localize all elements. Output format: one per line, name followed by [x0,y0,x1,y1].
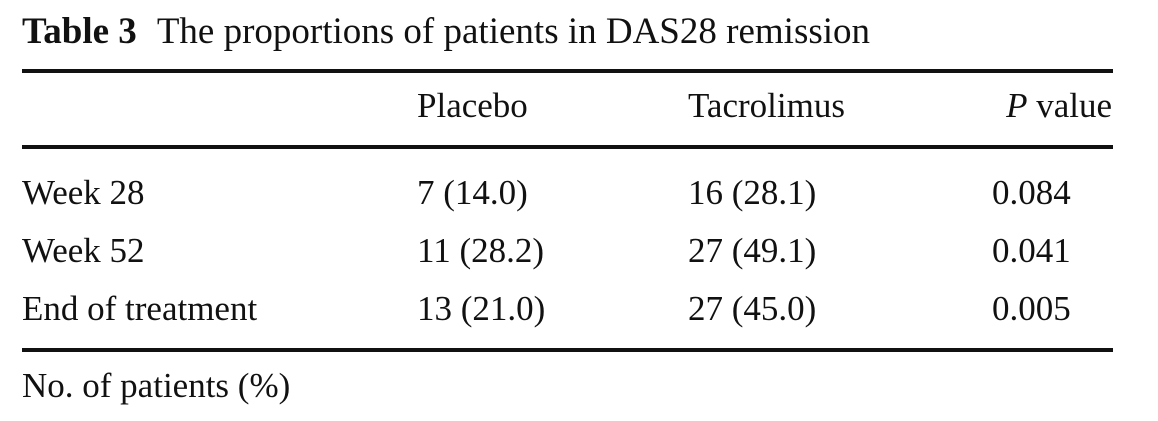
tacrolimus-cell: 27 (45.0) [688,289,817,328]
header-value-word: value [1036,86,1112,125]
placebo-cell: 7 (14.0) [417,173,528,212]
row-label: Week 28 [22,173,145,212]
header-p-letter: P [1006,86,1028,125]
placebo-cell: 11 (28.2) [417,231,545,270]
table-caption: Table 3 The proportions of patients in DA… [22,8,870,56]
bottom-rule [22,348,1113,352]
table-label: Table 3 [22,11,137,52]
table-footnote: No. of patients (%) [22,366,291,405]
p-value-cell: 0.041 [992,231,1071,270]
top-rule [22,69,1113,73]
table-title: The proportions of patients in DAS28 rem… [156,11,871,52]
header-rule [22,145,1113,149]
placebo-cell: 13 (21.0) [417,289,546,328]
p-value-cell: 0.084 [992,173,1071,212]
tacrolimus-cell: 27 (49.1) [688,231,817,270]
header-tacrolimus: Tacrolimus [688,86,845,125]
p-value-cell: 0.005 [992,289,1071,328]
header-placebo: Placebo [417,86,528,125]
tacrolimus-cell: 16 (28.1) [688,173,817,212]
header-p-value: P value [1006,84,1112,128]
row-label: End of treatment [22,289,258,328]
row-label: Week 52 [22,231,145,270]
